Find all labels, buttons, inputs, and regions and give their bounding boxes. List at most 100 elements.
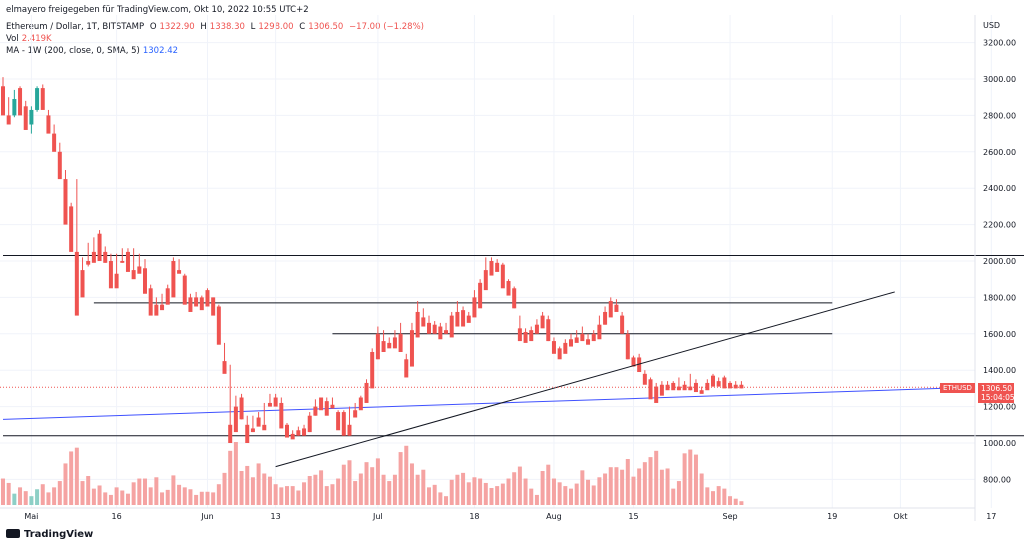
volume-bar <box>591 485 596 505</box>
time-tick-label: 16 <box>112 512 122 521</box>
volume-bar <box>177 484 182 505</box>
volume-bar <box>279 487 284 505</box>
candle-body <box>517 328 522 342</box>
price-tick-label: 2600.00 <box>983 148 1016 157</box>
volume-bar <box>23 491 28 505</box>
candle-body <box>699 390 704 394</box>
volume-bar <box>415 474 420 505</box>
volume-bar <box>131 482 136 505</box>
volume-bar <box>392 474 397 505</box>
candle-body <box>199 297 204 311</box>
candle-body <box>12 99 17 116</box>
candle-body <box>46 115 51 134</box>
candle-body <box>534 324 539 334</box>
volume-bar <box>69 451 74 505</box>
candle-body <box>665 384 670 391</box>
candle-body <box>347 424 352 436</box>
volume-bar <box>427 487 431 505</box>
candle-body <box>500 264 505 289</box>
candle-body <box>540 315 545 329</box>
candle-body <box>654 386 659 403</box>
tradingview-icon <box>6 529 20 538</box>
price-tick-label: 2800.00 <box>983 111 1016 120</box>
candle-body <box>114 273 119 289</box>
volume-bar <box>341 464 346 505</box>
volume-bar <box>154 477 159 505</box>
candle-body <box>591 333 596 342</box>
volume-bar <box>347 460 352 505</box>
candle-body <box>313 406 318 416</box>
candle-body <box>563 342 568 354</box>
volume-bar <box>631 476 636 505</box>
volume-bar <box>614 467 619 505</box>
volume-legend: Vol 2.419K <box>6 34 55 45</box>
candle-body <box>125 251 130 272</box>
candle-body <box>614 304 619 312</box>
volume-bar <box>296 490 301 505</box>
candle-body <box>182 275 187 305</box>
candle-body <box>444 330 449 334</box>
candle-body <box>722 377 727 389</box>
candle-body <box>222 361 227 374</box>
candle-body <box>29 109 34 125</box>
volume-bar <box>637 468 642 505</box>
candle-body <box>250 428 255 433</box>
volume-bar <box>57 481 62 505</box>
candle-body <box>290 433 295 440</box>
volume-bar <box>665 468 670 505</box>
candle-body <box>40 88 45 110</box>
volume-bar <box>103 492 108 505</box>
volume-bar <box>620 469 625 505</box>
volume-bar <box>250 477 255 505</box>
volume-bar <box>438 492 443 505</box>
tradingview-logo[interactable]: TradingView <box>6 529 93 540</box>
candle-body <box>580 333 585 342</box>
volume-bar <box>398 452 403 505</box>
volume-bar <box>319 470 324 505</box>
time-tick-label: Sep <box>723 512 738 521</box>
volume-bar <box>642 462 647 505</box>
volume-bar <box>421 469 426 505</box>
candle-body <box>438 326 443 340</box>
candle-body <box>506 281 511 296</box>
volume-bar <box>324 486 329 505</box>
volume-bar <box>534 494 539 505</box>
candle-body <box>671 382 676 391</box>
candle-body <box>171 261 176 298</box>
candle-body <box>637 357 642 373</box>
volume-bar <box>608 467 613 505</box>
ma-label: MA - 1W (200, close, 0, SMA, 5) <box>6 46 140 56</box>
ma-value: 1302.42 <box>142 46 179 56</box>
price-tick-label: 3200.00 <box>983 39 1016 48</box>
volume-bar <box>455 474 460 505</box>
candle-body <box>108 261 113 289</box>
time-tick-label: 19 <box>827 512 837 521</box>
volume-bar <box>194 494 199 505</box>
volume-bar <box>370 467 375 505</box>
candle-body <box>688 386 693 391</box>
volume-bar <box>290 486 295 505</box>
candle-body <box>409 330 414 367</box>
volume-bar <box>171 475 176 505</box>
candle-body <box>353 410 358 418</box>
volume-bar <box>483 482 488 505</box>
candle-body <box>392 337 397 349</box>
candle-body <box>739 384 744 389</box>
candle-body <box>478 282 483 309</box>
candle-body <box>569 339 573 347</box>
candle-body <box>279 402 284 429</box>
volume-bar <box>273 484 278 505</box>
volume-bar <box>387 481 392 505</box>
candle-body <box>18 88 23 116</box>
last-price-tag: 1306.50 15:04:05 <box>978 383 1015 403</box>
candle-body <box>512 288 517 309</box>
volume-bar <box>148 487 153 505</box>
volume-bar <box>285 486 289 505</box>
candle-body <box>239 397 244 420</box>
volume-label: Vol <box>6 34 19 44</box>
volume-bar <box>699 473 704 505</box>
candle-body <box>375 333 380 360</box>
candle-body <box>716 381 721 387</box>
candle-body <box>211 297 216 316</box>
